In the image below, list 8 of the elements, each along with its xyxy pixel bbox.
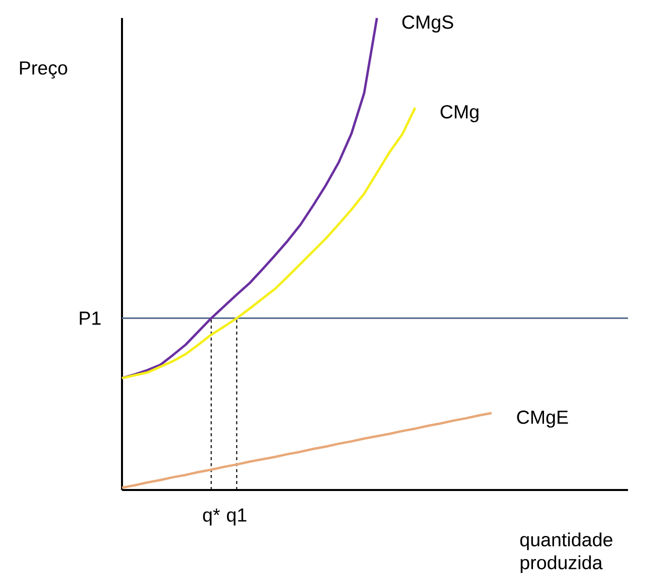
series-label: CMgE <box>517 410 568 428</box>
x-tick-label: q1 <box>226 508 246 526</box>
x-axis-title: quantidade produzida <box>520 532 612 574</box>
series-label: CMg <box>440 105 478 122</box>
ref-line-label: P1 <box>80 312 101 325</box>
y-axis-title: Preço <box>20 61 68 79</box>
series-label: CMgS <box>402 15 454 33</box>
x-tick-label: q* <box>203 508 220 526</box>
